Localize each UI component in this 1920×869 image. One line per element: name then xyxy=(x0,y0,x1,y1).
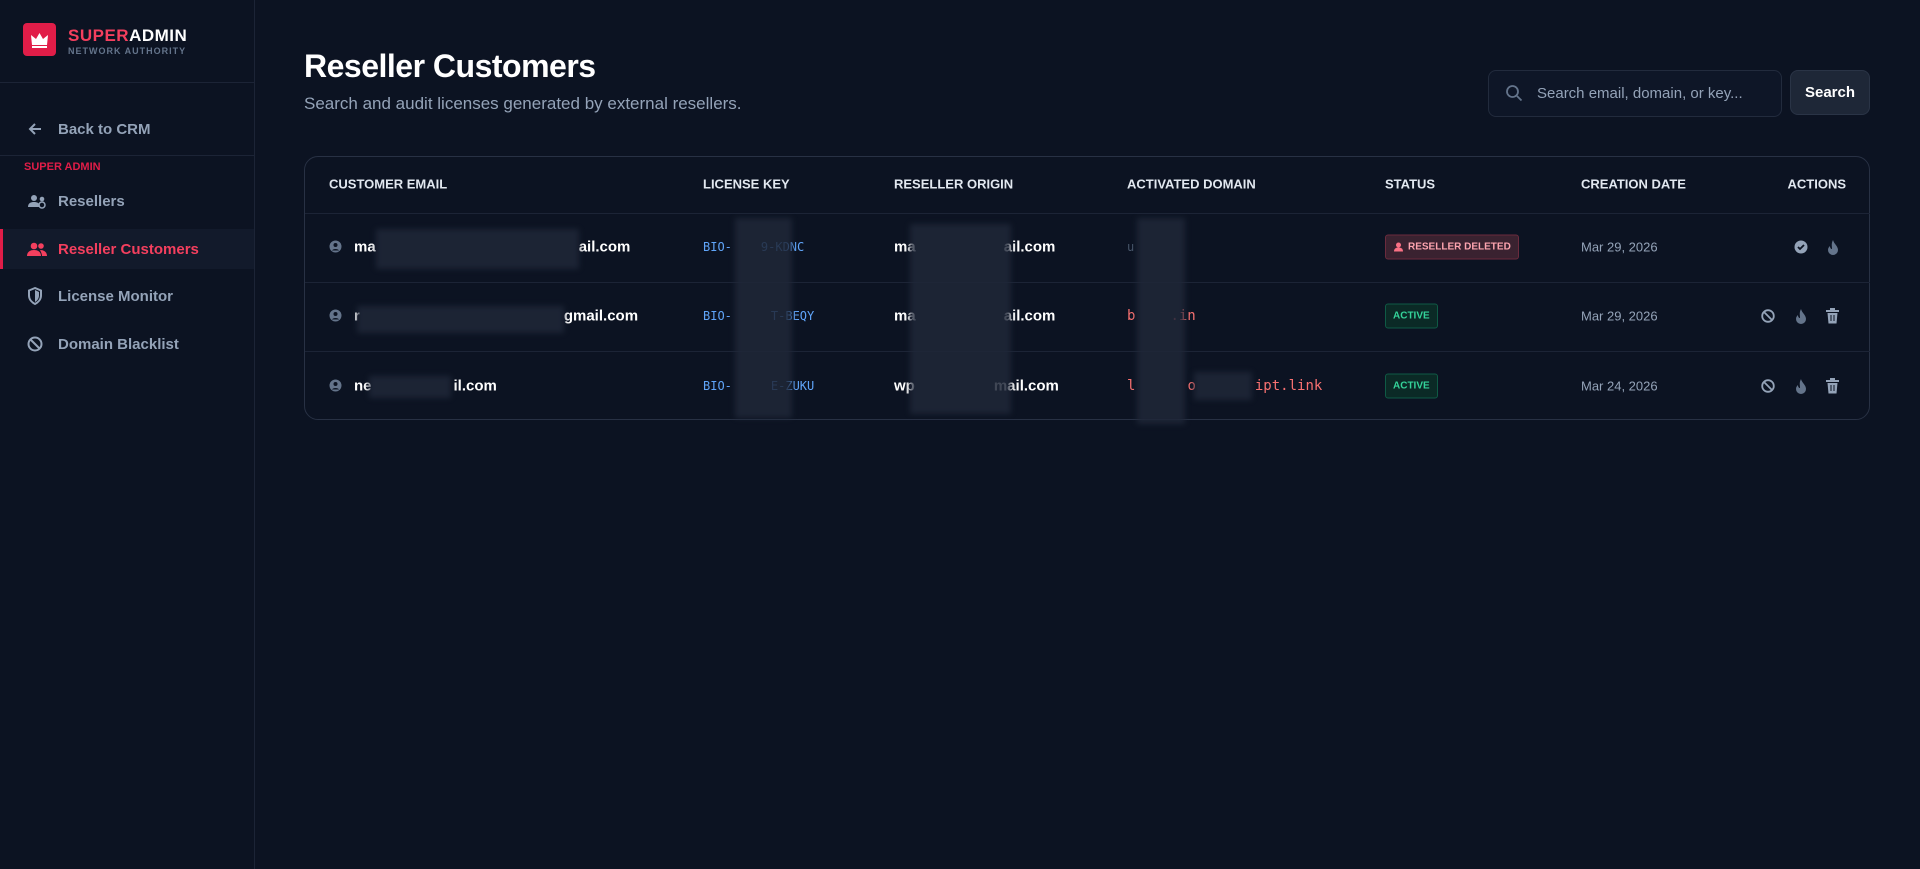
divider xyxy=(0,82,254,83)
customer-email: ma ail.com xyxy=(354,239,630,256)
delete-button[interactable] xyxy=(1826,378,1839,394)
brand-part: ADMIN xyxy=(129,26,188,45)
search-placeholder: Search email, domain, or key... xyxy=(1537,85,1743,102)
column-header: ACTIVATED DOMAIN xyxy=(1127,176,1256,192)
icon xyxy=(1506,85,1523,102)
text: BIO- xyxy=(703,309,732,323)
row-divider xyxy=(305,351,1870,352)
creation-date: Mar 29, 2026 xyxy=(1581,239,1658,255)
text: RESELLER DELETED xyxy=(1408,241,1511,253)
text: il.com xyxy=(453,377,497,395)
customer-email: r gmail.com xyxy=(354,308,638,325)
redaction xyxy=(1137,218,1185,424)
activated-domain: u xyxy=(1127,240,1134,254)
text: wp xyxy=(894,377,915,395)
column-header: CUSTOMER EMAIL xyxy=(329,176,448,192)
icon xyxy=(27,336,43,352)
burn-button[interactable] xyxy=(1795,308,1807,324)
text: ne xyxy=(354,377,372,395)
column-header: ACTIONS xyxy=(1787,176,1847,192)
nav-label: Domain Blacklist xyxy=(58,335,179,353)
text: u xyxy=(1127,240,1135,254)
icon xyxy=(27,242,47,256)
column-header: RESELLER ORIGIN xyxy=(894,176,1014,192)
redaction xyxy=(369,376,451,398)
user-icon xyxy=(329,379,342,392)
redaction xyxy=(910,224,1011,414)
row-divider xyxy=(305,282,1870,283)
section-label: SUPER ADMIN xyxy=(24,161,101,173)
brand-part: SUPER xyxy=(68,26,130,45)
text: ail.com xyxy=(1003,238,1056,256)
column-header: CREATION DATE xyxy=(1581,176,1686,192)
text: o xyxy=(1187,378,1196,394)
text: BIO- xyxy=(703,240,732,254)
redaction xyxy=(357,306,564,333)
nav-label: License Monitor xyxy=(58,287,174,305)
page-title: Reseller Customers xyxy=(304,48,596,84)
nav-label: Reseller Customers xyxy=(58,240,199,258)
text: ail.com xyxy=(1003,307,1056,325)
icon xyxy=(1394,242,1403,252)
logo xyxy=(23,23,56,56)
redaction xyxy=(1194,372,1252,400)
nav-item[interactable]: License Monitor xyxy=(0,276,254,316)
creation-date: Mar 29, 2026 xyxy=(1581,308,1658,324)
column-header: LICENSE KEY xyxy=(703,176,790,192)
icon xyxy=(28,287,42,305)
back-link[interactable]: Back to CRM xyxy=(0,109,254,149)
nav-label: Resellers xyxy=(58,192,125,210)
redaction xyxy=(735,218,792,418)
sidebar: SUPERADMIN NETWORK AUTHORITY Back to CRM… xyxy=(0,0,255,869)
activated-domain: l o ipt.link xyxy=(1127,378,1322,394)
customer-email: ne il.com xyxy=(354,378,497,395)
text: l xyxy=(1127,378,1136,394)
nav-item[interactable]: Resellers xyxy=(0,181,254,221)
redaction xyxy=(376,229,579,269)
tagline: NETWORK AUTHORITY xyxy=(68,46,187,56)
nav-item[interactable]: Reseller Customers xyxy=(0,229,254,269)
nav-label: Back to CRM xyxy=(58,120,151,138)
text: ail.com xyxy=(578,238,631,256)
text: ma xyxy=(354,238,376,256)
text: BIO- xyxy=(703,379,732,393)
block-button[interactable] xyxy=(1761,309,1775,323)
status-badge: ACTIVE xyxy=(1385,303,1438,329)
page-subtitle: Search and audit licenses generated by e… xyxy=(304,94,742,113)
text: b xyxy=(1127,308,1136,324)
burn-button[interactable] xyxy=(1795,378,1807,394)
text: ipt.link xyxy=(1254,378,1323,394)
column-header: STATUS xyxy=(1385,176,1436,192)
delete-button[interactable] xyxy=(1826,308,1839,324)
user-icon xyxy=(329,309,342,322)
status-badge: RESELLER DELETED xyxy=(1385,234,1519,260)
search-input[interactable]: Search email, domain, or key... xyxy=(1488,70,1782,117)
icon xyxy=(28,123,41,135)
nav-item[interactable]: Domain Blacklist xyxy=(0,324,254,364)
text: r xyxy=(354,308,360,325)
row-divider xyxy=(305,213,1870,214)
text: gmail.com xyxy=(563,307,639,325)
status-badge: ACTIVE xyxy=(1385,373,1438,399)
search-button[interactable]: Search xyxy=(1790,70,1870,115)
creation-date: Mar 24, 2026 xyxy=(1581,378,1658,394)
brand: SUPERADMIN xyxy=(68,26,187,46)
burn-button[interactable] xyxy=(1827,239,1839,255)
icon xyxy=(28,195,46,209)
approve-button[interactable] xyxy=(1794,240,1808,254)
table xyxy=(304,156,1870,420)
user-icon xyxy=(329,240,342,253)
divider xyxy=(0,155,254,156)
block-button[interactable] xyxy=(1761,379,1775,393)
